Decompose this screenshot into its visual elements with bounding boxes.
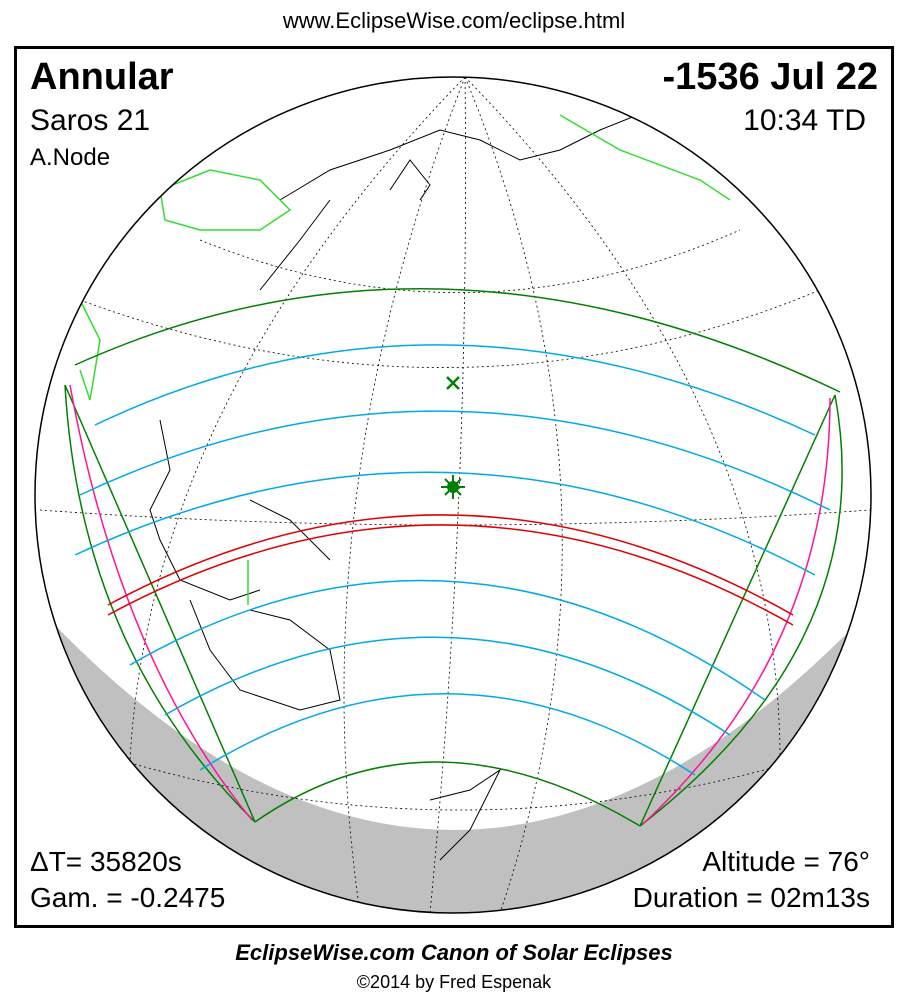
magnitude-lines [74, 344, 831, 776]
outer-limit-right [639, 394, 843, 827]
central-line-south [107, 524, 794, 626]
political-borders [79, 114, 731, 605]
southern-limit [254, 761, 641, 827]
eclipse-type: Annular [30, 56, 174, 98]
greatest-eclipse-marker [441, 475, 465, 499]
gamma: Gam. = -0.2475 [30, 882, 226, 913]
rise-set-curve-left [69, 384, 253, 821]
outer-limit-left [64, 384, 256, 823]
copyright: ©2014 by Fred Espenak [356, 972, 552, 992]
saros-number: Saros 21 [30, 104, 151, 137]
graticule [39, 77, 871, 913]
eastern-limit-left [64, 384, 256, 823]
node-label: A.Node [30, 144, 111, 171]
eastern-limit-right [639, 394, 836, 827]
eclipse-date: -1536 Jul 22 [662, 56, 878, 98]
footer-title: EclipseWise.com Canon of Solar Eclipses [235, 940, 673, 965]
coastlines [149, 109, 651, 861]
northern-limit [74, 288, 841, 393]
greatest-duration-marker [446, 376, 460, 390]
rise-set-curve-right [642, 397, 831, 825]
duration: Duration = 02m13s [632, 882, 870, 913]
url-header[interactable]: www.EclipseWise.com/eclipse.html [282, 8, 626, 33]
globe-outline [34, 76, 872, 914]
delta-t: ΔT= 35820s [30, 846, 182, 877]
map-frame [14, 46, 894, 928]
eclipse-time: 10:34 TD [743, 104, 866, 137]
central-line-north [107, 514, 794, 616]
night-shadow [50, 620, 860, 913]
sun-altitude: Altitude = 76° [702, 846, 870, 877]
